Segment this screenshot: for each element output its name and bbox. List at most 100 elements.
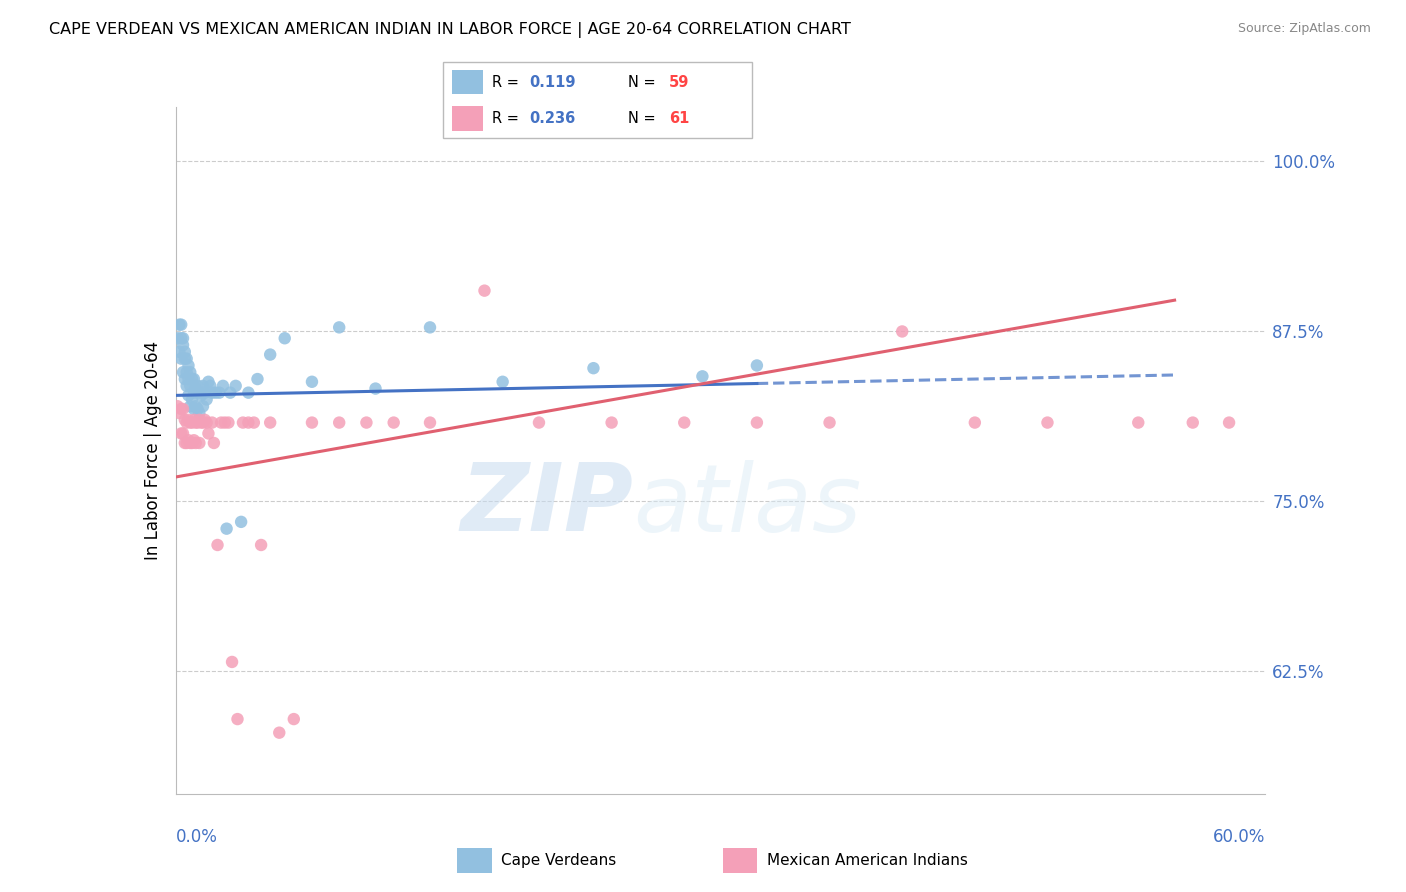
- FancyBboxPatch shape: [443, 62, 752, 138]
- Point: [219, 385, 242, 400]
- Point: [179, 379, 201, 393]
- Point: [283, 712, 305, 726]
- Point: [364, 382, 387, 396]
- Point: [177, 359, 200, 373]
- Point: [527, 416, 550, 430]
- Point: [179, 399, 201, 413]
- Point: [200, 379, 222, 393]
- Point: [963, 416, 986, 430]
- Point: [176, 365, 198, 379]
- Point: [356, 416, 378, 430]
- Text: 0.0%: 0.0%: [176, 828, 218, 846]
- Point: [173, 436, 195, 450]
- Point: [492, 375, 515, 389]
- Bar: [453, 70, 484, 95]
- Point: [183, 372, 205, 386]
- Point: [243, 416, 266, 430]
- Point: [745, 359, 768, 373]
- Point: [238, 385, 260, 400]
- Point: [184, 436, 207, 450]
- Point: [170, 401, 193, 416]
- Point: [179, 416, 201, 430]
- Point: [173, 413, 195, 427]
- Text: Cape Verdeans: Cape Verdeans: [502, 854, 616, 868]
- Point: [169, 406, 191, 420]
- Point: [177, 413, 200, 427]
- Point: [195, 416, 218, 430]
- Point: [170, 426, 193, 441]
- Point: [207, 538, 229, 552]
- Point: [214, 416, 236, 430]
- Text: ZIP: ZIP: [461, 459, 633, 551]
- Point: [183, 401, 205, 416]
- Point: [181, 372, 204, 386]
- Point: [177, 434, 200, 448]
- Point: [188, 436, 211, 450]
- Point: [215, 522, 238, 536]
- Point: [166, 399, 188, 413]
- Point: [173, 344, 195, 359]
- Text: 60.0%: 60.0%: [1213, 828, 1265, 846]
- Text: CAPE VERDEAN VS MEXICAN AMERICAN INDIAN IN LABOR FORCE | AGE 20-64 CORRELATION C: CAPE VERDEAN VS MEXICAN AMERICAN INDIAN …: [49, 22, 851, 38]
- Point: [172, 331, 194, 345]
- Text: Mexican American Indians: Mexican American Indians: [768, 854, 967, 868]
- Point: [172, 365, 194, 379]
- Point: [177, 388, 200, 402]
- Point: [173, 372, 195, 386]
- Point: [274, 331, 297, 345]
- Point: [259, 416, 281, 430]
- Point: [166, 331, 188, 345]
- Point: [201, 416, 224, 430]
- Text: 61: 61: [669, 111, 689, 126]
- Bar: [723, 848, 758, 873]
- Point: [176, 379, 198, 393]
- Point: [184, 382, 207, 396]
- Point: [673, 416, 696, 430]
- Text: R =: R =: [492, 111, 524, 126]
- Point: [209, 416, 232, 430]
- Point: [170, 318, 193, 332]
- Text: 59: 59: [669, 75, 689, 90]
- Point: [1036, 416, 1059, 430]
- Text: 0.119: 0.119: [530, 75, 576, 90]
- Point: [225, 379, 247, 393]
- Point: [891, 325, 914, 339]
- Point: [259, 348, 281, 362]
- Point: [183, 413, 205, 427]
- Point: [190, 416, 212, 430]
- Point: [184, 416, 207, 430]
- Point: [221, 655, 243, 669]
- Point: [170, 351, 193, 366]
- Point: [328, 320, 350, 334]
- Point: [217, 416, 239, 430]
- Bar: [453, 106, 484, 130]
- Point: [232, 416, 254, 430]
- Point: [238, 416, 260, 430]
- Point: [188, 413, 211, 427]
- Point: [191, 416, 214, 430]
- Point: [186, 416, 209, 430]
- Point: [169, 318, 191, 332]
- Point: [172, 338, 194, 352]
- Point: [195, 392, 218, 407]
- Point: [191, 399, 214, 413]
- Bar: [457, 848, 492, 873]
- Point: [188, 406, 211, 420]
- Point: [1181, 416, 1204, 430]
- Point: [183, 385, 205, 400]
- Point: [419, 416, 441, 430]
- Point: [474, 284, 496, 298]
- Point: [172, 401, 194, 416]
- Point: [201, 385, 224, 400]
- Point: [173, 351, 195, 366]
- Point: [194, 385, 217, 400]
- Point: [301, 375, 323, 389]
- Point: [1128, 416, 1150, 430]
- Point: [172, 426, 194, 441]
- Point: [208, 385, 231, 400]
- Point: [181, 436, 204, 450]
- Text: R =: R =: [492, 75, 524, 90]
- Point: [177, 372, 200, 386]
- Point: [419, 320, 441, 334]
- Point: [269, 725, 291, 739]
